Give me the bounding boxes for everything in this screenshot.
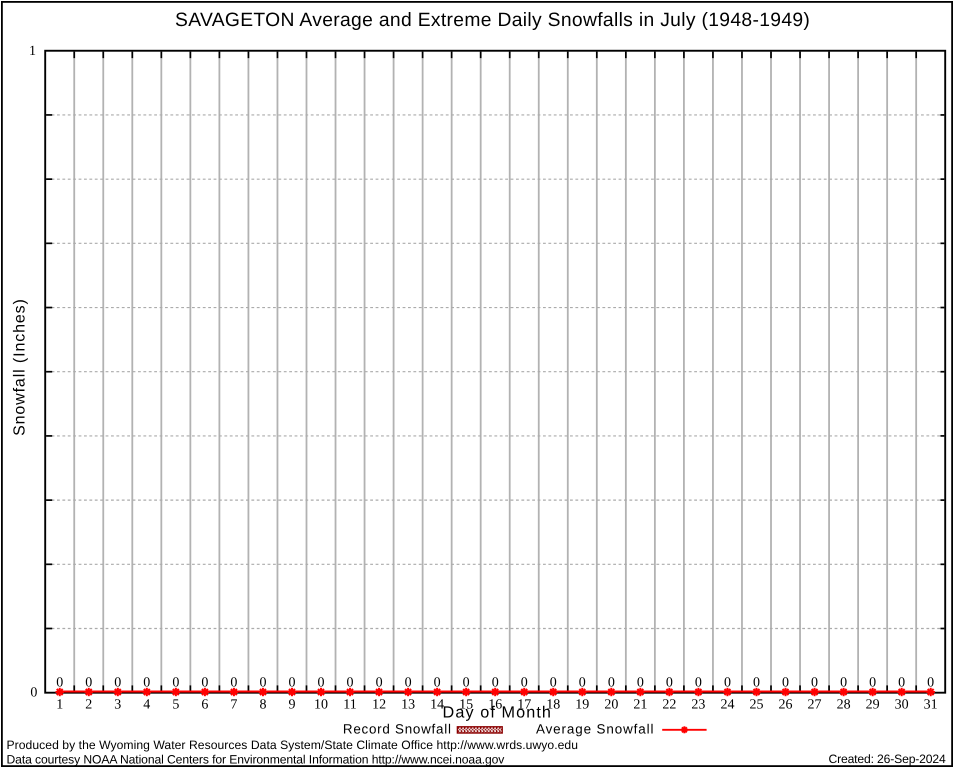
svg-text:0: 0: [230, 676, 237, 691]
svg-text:0: 0: [376, 676, 383, 691]
svg-text:13: 13: [401, 697, 415, 712]
svg-text:0: 0: [114, 676, 121, 691]
svg-text:0: 0: [347, 676, 354, 691]
svg-text:24: 24: [720, 697, 734, 712]
svg-text:16: 16: [488, 697, 502, 712]
svg-text:12: 12: [372, 697, 386, 712]
svg-text:0: 0: [782, 676, 789, 691]
svg-text:26: 26: [779, 697, 793, 712]
svg-text:27: 27: [808, 697, 822, 712]
svg-text:0: 0: [56, 676, 63, 691]
svg-text:10: 10: [314, 697, 328, 712]
svg-text:0: 0: [492, 676, 499, 691]
svg-text:0: 0: [550, 676, 557, 691]
svg-text:0: 0: [666, 676, 673, 691]
svg-text:3: 3: [114, 697, 121, 712]
svg-text:11: 11: [343, 697, 356, 712]
svg-text:0: 0: [869, 676, 876, 691]
svg-text:1: 1: [29, 44, 36, 59]
svg-text:17: 17: [517, 697, 531, 712]
svg-text:0: 0: [434, 676, 441, 691]
svg-text:18: 18: [546, 697, 560, 712]
svg-text:Data courtesy NOAA National Ce: Data courtesy NOAA National Centers for …: [7, 753, 506, 767]
svg-text:0: 0: [259, 676, 266, 691]
svg-text:30: 30: [895, 697, 909, 712]
svg-text:Day of Month: Day of Month: [443, 703, 552, 721]
svg-text:23: 23: [691, 697, 705, 712]
svg-text:8: 8: [259, 697, 266, 712]
svg-text:31: 31: [924, 697, 938, 712]
svg-text:Produced by the Wyoming Water: Produced by the Wyoming Water Resources …: [7, 738, 579, 752]
svg-text:21: 21: [633, 697, 647, 712]
svg-text:0: 0: [288, 676, 295, 691]
svg-text:0: 0: [172, 676, 179, 691]
svg-text:SAVAGETON Average and Extreme: SAVAGETON Average and Extreme Daily Snow…: [175, 10, 810, 31]
svg-text:29: 29: [866, 697, 880, 712]
svg-text:0: 0: [318, 676, 325, 691]
svg-text:0: 0: [608, 676, 615, 691]
svg-text:22: 22: [662, 697, 676, 712]
svg-text:9: 9: [288, 697, 295, 712]
svg-text:25: 25: [749, 697, 763, 712]
svg-text:0: 0: [840, 676, 847, 691]
svg-text:15: 15: [459, 697, 473, 712]
svg-text:19: 19: [575, 697, 589, 712]
svg-text:5: 5: [172, 697, 179, 712]
svg-text:Snowfall (Inches): Snowfall (Inches): [12, 298, 29, 436]
svg-text:20: 20: [604, 697, 618, 712]
svg-text:0: 0: [405, 676, 412, 691]
svg-text:0: 0: [201, 676, 208, 691]
svg-text:0: 0: [927, 676, 934, 691]
svg-text:0: 0: [724, 676, 731, 691]
svg-text:28: 28: [837, 697, 851, 712]
svg-text:Average Snowfall: Average Snowfall: [536, 722, 654, 737]
svg-text:Record Snowfall: Record Snowfall: [343, 722, 452, 737]
svg-text:0: 0: [637, 676, 644, 691]
svg-text:14: 14: [430, 697, 444, 712]
svg-text:0: 0: [463, 676, 470, 691]
svg-text:0: 0: [579, 676, 586, 691]
svg-text:1: 1: [56, 697, 63, 712]
svg-text:0: 0: [30, 685, 37, 700]
svg-text:2: 2: [85, 697, 92, 712]
svg-text:0: 0: [695, 676, 702, 691]
svg-text:0: 0: [811, 676, 818, 691]
svg-text:0: 0: [753, 676, 760, 691]
svg-text:Created: 26-Sep-2024: Created: 26-Sep-2024: [828, 752, 946, 766]
svg-text:0: 0: [85, 676, 92, 691]
svg-text:0: 0: [143, 676, 150, 691]
svg-text:7: 7: [230, 697, 237, 712]
svg-text:4: 4: [143, 697, 150, 712]
svg-text:0: 0: [898, 676, 905, 691]
svg-text:6: 6: [201, 697, 208, 712]
svg-text:0: 0: [521, 676, 528, 691]
